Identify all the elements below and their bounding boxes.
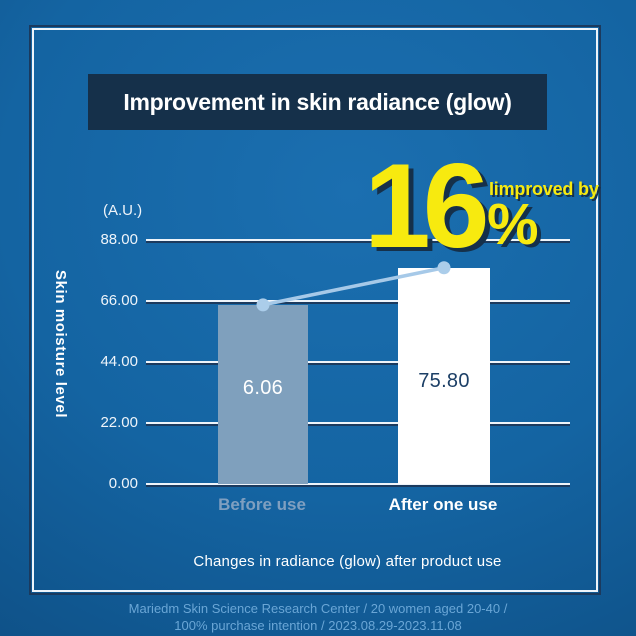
- bar-before-use: 6.06: [218, 304, 308, 484]
- y-tick-88: 88.00: [100, 231, 138, 248]
- panel-frame: [29, 25, 601, 595]
- plot-area: 6.06 75.80: [146, 239, 570, 485]
- headline-improved-by-label: Iimproved by: [489, 179, 599, 199]
- y-tick-22: 22.00: [100, 414, 138, 431]
- gridline-88: [146, 239, 570, 241]
- y-tick-44: 44.00: [100, 353, 138, 370]
- trend-line: [262, 266, 445, 307]
- y-tick-0: 0.00: [108, 475, 138, 492]
- gridline-22: [146, 422, 570, 424]
- footnote-line-2: 100% purchase intention / 2023.08.29-202…: [174, 618, 462, 633]
- y-tick-66: 66.00: [100, 292, 138, 309]
- x-label-after-one-use: After one use: [388, 495, 498, 514]
- bar-before-value-label: 6.06: [242, 376, 284, 399]
- footnote-line-1: Mariedm Skin Science Research Center / 2…: [128, 601, 508, 616]
- x-label-before-use: Before use: [218, 495, 306, 514]
- trend-overlay: [256, 261, 451, 312]
- title-banner: Improvement in skin radiance (glow): [88, 74, 547, 130]
- gridline-66: [146, 300, 570, 302]
- trend-dot-after: [437, 261, 451, 275]
- gridline-44: [146, 361, 570, 363]
- trend-dot-before: [256, 298, 270, 312]
- chart-caption: Changes in radiance (glow) after product…: [193, 553, 502, 570]
- y-axis-title: Skin moisture level: [52, 269, 69, 419]
- source-footnote: Mariedm Skin Science Research Center / 2…: [0, 600, 636, 634]
- page-title: Improvement in skin radiance (glow): [123, 88, 512, 115]
- bar-after-value-label: 75.80: [418, 369, 470, 392]
- y-axis-unit-label: (A.U.): [103, 202, 143, 219]
- headline-percentage-number: 16: [364, 139, 490, 273]
- headline-percent-sign: %: [487, 192, 539, 257]
- bar-after-one-use: 75.80: [398, 267, 490, 484]
- gridline-0: [146, 483, 570, 485]
